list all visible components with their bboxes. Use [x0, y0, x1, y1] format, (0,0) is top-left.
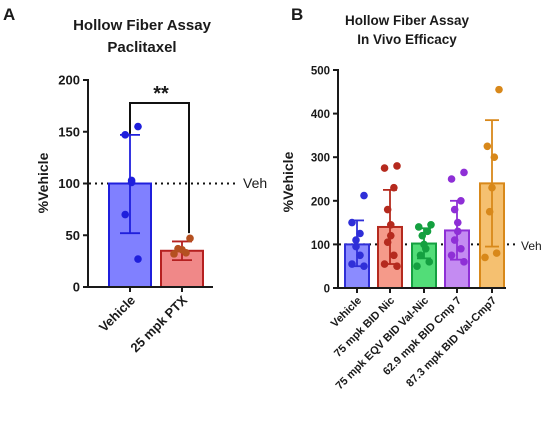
panel-b-data-point	[427, 220, 435, 229]
panel-b-data-point	[481, 253, 489, 262]
panel-a-data-point	[121, 131, 129, 139]
panel-b-y-tick-label: 400	[311, 109, 330, 121]
panel-a-y-tick-label: 0	[73, 280, 80, 295]
panel-b-category-label: 75 mpk BID Nic	[332, 295, 397, 360]
panel-b-data-point	[356, 229, 364, 238]
panel-a-label: A	[3, 5, 15, 24]
panel-a-significance-bracket	[129, 102, 190, 234]
panel-b-data-point	[460, 168, 468, 177]
panel-b-data-point	[447, 175, 456, 183]
panel-a-y-axis-label: %Vehicle	[35, 152, 51, 213]
panel-a-data-point	[170, 250, 178, 258]
panel-b-data-point	[490, 153, 499, 161]
panel-b-error-bar	[485, 119, 499, 248]
panel-b-data-point	[485, 207, 494, 216]
panel-b-data-point	[360, 191, 368, 200]
panel-a-data-point	[182, 249, 190, 257]
panel-b-data-point	[386, 220, 395, 229]
panel-b-title-line1: Hollow Fiber Assay	[345, 13, 470, 28]
panel-a-y-tick-label: 200	[58, 73, 80, 88]
panel-b-data-point	[383, 238, 392, 247]
panel-b-data-point	[423, 227, 432, 236]
panel-a-y-tick-label: 150	[58, 124, 80, 139]
panel-b-data-point	[495, 85, 503, 94]
panel-b-data-point	[390, 251, 398, 260]
panel-b-y-tick-label: 0	[324, 284, 330, 296]
panel-b-data-point	[386, 231, 395, 240]
panel-a-title-line2: Paclitaxel	[107, 39, 176, 56]
panel-a-y-tick-label: 50	[66, 228, 80, 243]
panel-b-data-point	[352, 236, 360, 244]
panel-b-data-point	[453, 218, 462, 227]
panel-b-data-point	[352, 242, 360, 251]
panel-b-data-point	[413, 262, 421, 271]
panel-b-data-point	[425, 258, 434, 266]
panel-a-data-point	[134, 255, 142, 263]
panel-b-y-tick-label: 500	[311, 66, 330, 78]
panel-b-data-point	[450, 205, 459, 214]
panel-b-data-point	[348, 260, 356, 268]
panel-b-data-point	[457, 244, 465, 253]
panel-a-category-label: 25 mpk PTX	[127, 292, 190, 355]
panel-b-data-point	[383, 205, 392, 214]
panel-b-y-axis-label: %Vehicle	[280, 151, 296, 212]
panel-b-y-tick-label: 200	[311, 196, 330, 208]
panel-a-significance-label: **	[153, 83, 169, 105]
panel-b-label: B	[291, 5, 303, 24]
panel-b-y-tick-label: 300	[311, 153, 330, 165]
panel-b-data-point	[393, 262, 401, 271]
panel-b-data-point	[414, 223, 423, 231]
panel-b-data-point	[360, 262, 368, 271]
panel-a-reference-label: Veh	[243, 175, 267, 191]
panel-b-data-point	[418, 231, 427, 240]
panel-b-data-point	[460, 258, 468, 266]
panel-b-data-point	[380, 164, 389, 172]
panel-b-data-point	[453, 227, 462, 236]
panel-a-data-point	[134, 122, 142, 131]
panel-a-title-line1: Hollow Fiber Assay	[73, 17, 211, 34]
panel-b-title-line2: In Vivo Efficacy	[357, 32, 457, 47]
panel-b-data-point	[393, 162, 401, 170]
panel-b-data-point	[492, 249, 501, 257]
panel-a-data-point	[121, 210, 129, 219]
panel-b-data-point	[380, 260, 389, 268]
panel-a-data-point	[127, 178, 136, 187]
panel-b-data-point	[348, 218, 356, 227]
panel-a-category-label: Vehicle	[96, 293, 138, 335]
panel-a-data-point	[186, 234, 194, 243]
panel-a-y-tick-label: 100	[58, 176, 80, 191]
panel-b-data-point	[457, 197, 465, 205]
panel-b-data-point	[416, 251, 425, 260]
panel-b-data-point	[483, 142, 492, 151]
panel-b-reference-label: Veh	[521, 239, 542, 253]
panel-b-data-point	[390, 183, 398, 192]
panel-b-data-point	[356, 251, 364, 260]
panel-b-data-point	[421, 244, 430, 253]
panel-b-data-point	[447, 251, 456, 260]
panel-b-data-point	[488, 183, 496, 192]
panel-b-y-tick-label: 100	[311, 240, 330, 252]
panel-b-data-point	[450, 236, 459, 244]
